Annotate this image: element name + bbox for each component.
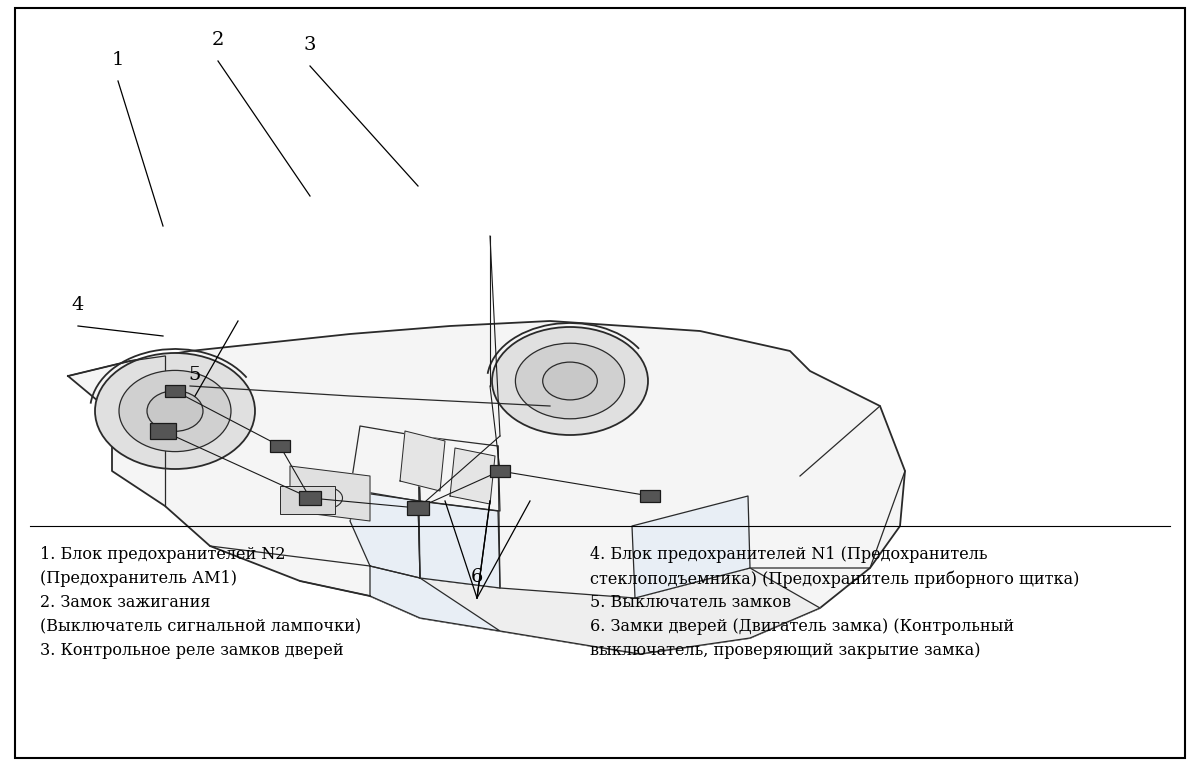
Bar bbox=[166, 385, 185, 397]
Polygon shape bbox=[290, 466, 370, 521]
Ellipse shape bbox=[148, 391, 203, 431]
Text: 6: 6 bbox=[470, 568, 484, 586]
Bar bbox=[407, 502, 430, 515]
Bar bbox=[280, 486, 335, 514]
Bar bbox=[490, 465, 510, 477]
Polygon shape bbox=[632, 496, 750, 598]
Polygon shape bbox=[68, 321, 905, 654]
Ellipse shape bbox=[542, 362, 598, 400]
Text: 6. Замки дверей (Двигатель замка) (Контрольный: 6. Замки дверей (Двигатель замка) (Контр… bbox=[590, 618, 1014, 635]
Bar bbox=[299, 492, 322, 505]
Text: стеклоподъемника) (Предохранитель приборного щитка): стеклоподъемника) (Предохранитель прибор… bbox=[590, 570, 1079, 588]
Text: 5. Выключатель замков: 5. Выключатель замков bbox=[590, 594, 791, 611]
Ellipse shape bbox=[516, 343, 625, 419]
Text: 4. Блок предохранителей N1 (Предохранитель: 4. Блок предохранителей N1 (Предохраните… bbox=[590, 546, 988, 563]
Polygon shape bbox=[370, 566, 500, 631]
Polygon shape bbox=[350, 491, 420, 578]
Text: (Выключатель сигнальной лампочки): (Выключатель сигнальной лампочки) bbox=[40, 618, 361, 635]
Bar bbox=[270, 440, 290, 452]
Text: 2. Замок зажигания: 2. Замок зажигания bbox=[40, 594, 210, 611]
Text: 3. Контрольное реле замков дверей: 3. Контрольное реле замков дверей bbox=[40, 642, 343, 659]
Text: выключатель, проверяющий закрытие замка): выключатель, проверяющий закрытие замка) bbox=[590, 642, 980, 659]
Text: (Предохранитель АМ1): (Предохранитель АМ1) bbox=[40, 570, 238, 587]
Polygon shape bbox=[450, 448, 496, 504]
Ellipse shape bbox=[492, 327, 648, 435]
Text: 4: 4 bbox=[72, 296, 84, 314]
Text: 2: 2 bbox=[212, 31, 224, 49]
Text: 1. Блок предохранителей N2: 1. Блок предохранителей N2 bbox=[40, 546, 286, 563]
Ellipse shape bbox=[119, 371, 230, 452]
Text: 5: 5 bbox=[188, 366, 202, 384]
Ellipse shape bbox=[95, 353, 256, 469]
Polygon shape bbox=[418, 501, 500, 588]
Bar bbox=[640, 490, 660, 502]
Polygon shape bbox=[370, 568, 820, 654]
Text: 3: 3 bbox=[304, 36, 317, 54]
Text: 1: 1 bbox=[112, 51, 124, 69]
Polygon shape bbox=[400, 431, 445, 491]
Bar bbox=[150, 423, 176, 439]
